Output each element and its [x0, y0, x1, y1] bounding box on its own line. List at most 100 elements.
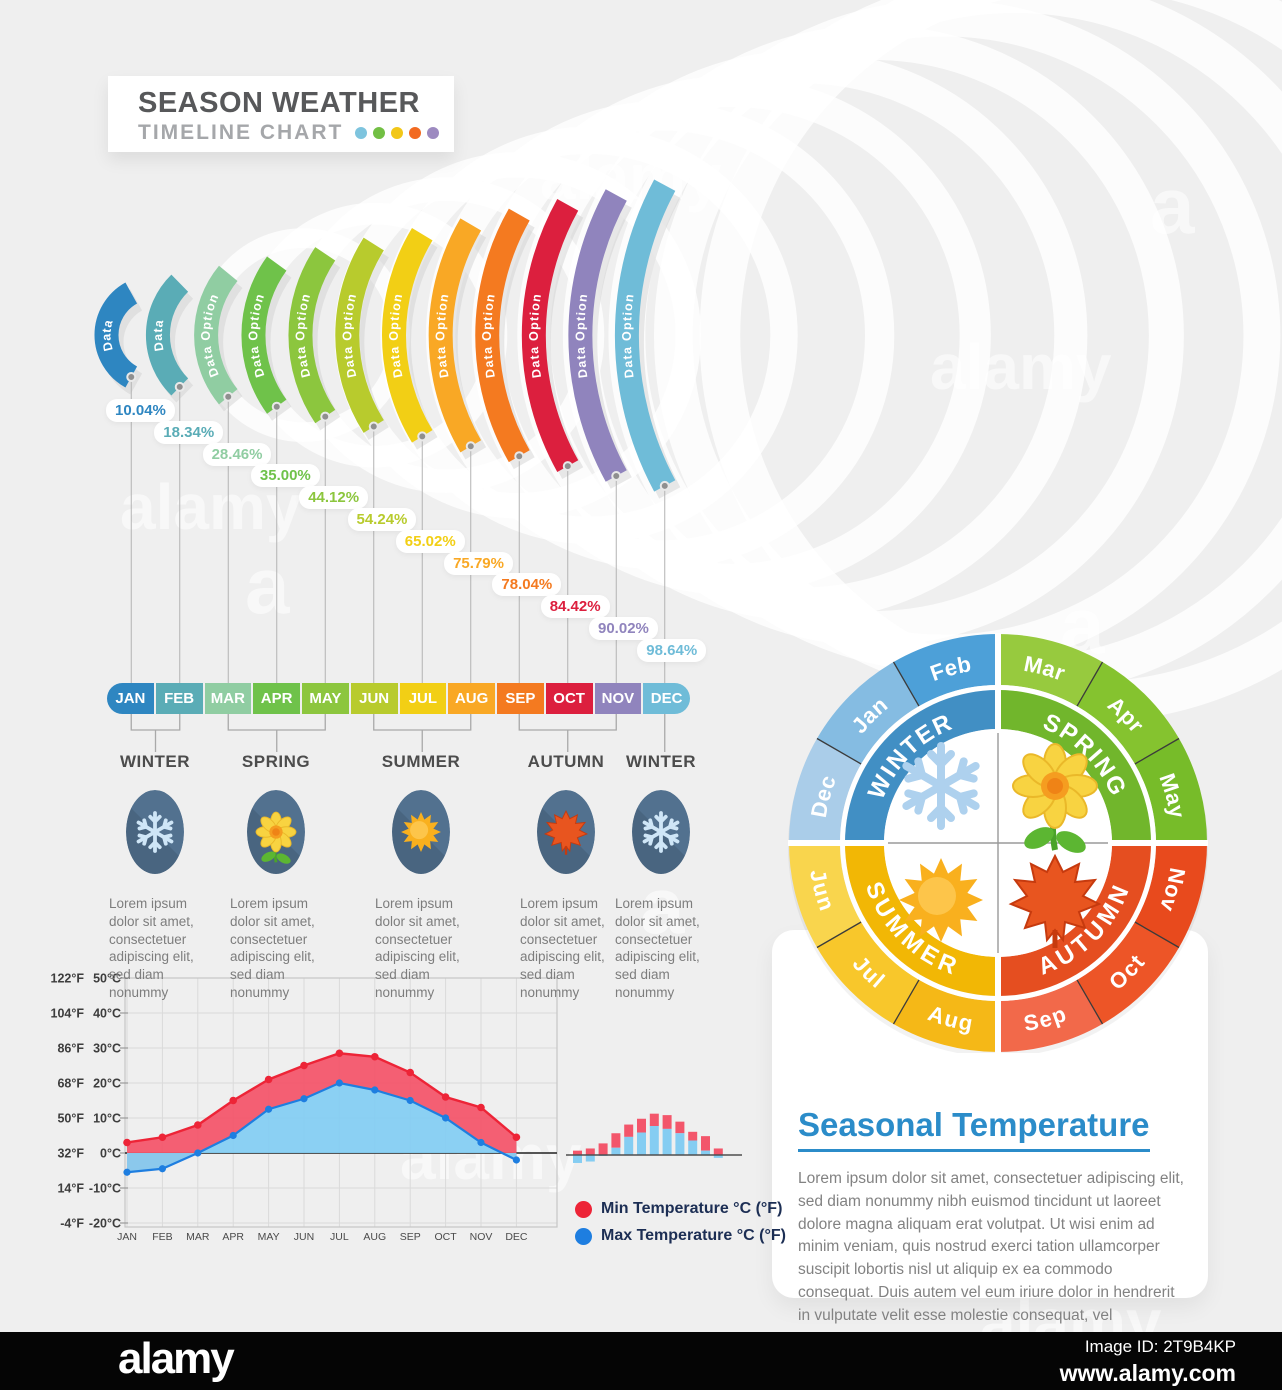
- timeline-arc-band: [194, 265, 238, 405]
- mini-bar-red: [598, 1143, 608, 1155]
- wheel-month-segment-oct: [1077, 922, 1179, 1024]
- month-tick-label: AUG: [363, 1231, 386, 1243]
- timeline-arc-band: [568, 189, 627, 482]
- season-description: Lorem ipsum dolor sit amet, consectetuer…: [375, 896, 460, 1001]
- month-cell-aug: AUG: [448, 683, 495, 714]
- arc-label: Data Option: [527, 292, 544, 379]
- month-label: JUN: [359, 690, 390, 707]
- mini-bar-red: [649, 1113, 659, 1126]
- page-subtitle: TIMELINE CHART: [138, 121, 344, 144]
- season-name: AUTUMN: [527, 752, 605, 771]
- tick-dot: [465, 441, 476, 452]
- tick-dot: [320, 411, 331, 422]
- fahrenheit-tick-label: 32°F: [57, 1147, 84, 1161]
- max-temp-point: [512, 1156, 521, 1164]
- alamy-url-text: www.alamy.com: [1059, 1360, 1236, 1386]
- season-name: WINTER: [625, 752, 697, 771]
- flower-icon: [1012, 743, 1098, 853]
- month-tick-label: OCT: [435, 1231, 458, 1243]
- month-cell-mar: MAR: [204, 683, 252, 714]
- min-temp-point: [194, 1121, 202, 1129]
- max-temp-point: [158, 1165, 166, 1173]
- season-description: Lorem ipsum dolor sit amet, consectetuer…: [520, 896, 605, 1001]
- mini-bar-red: [573, 1150, 582, 1155]
- fahrenheit-tick-label: 50°F: [57, 1112, 84, 1126]
- celsius-tick-label: 30°C: [93, 1042, 121, 1056]
- season-icon-badge: [126, 790, 184, 874]
- mini-bar-red: [713, 1148, 723, 1155]
- min-temp-area: [127, 1053, 517, 1173]
- tick-dot: [271, 401, 282, 412]
- timeline-arcs: [94, 179, 676, 492]
- timeline-arc-band: [335, 237, 384, 433]
- celsius-tick-label: -20°C: [89, 1217, 121, 1231]
- wheel-month-segment-mar: [998, 634, 1103, 707]
- title-color-dots: [355, 127, 440, 139]
- month-cell-apr: APR: [253, 683, 300, 714]
- month-strip: JAN FEB MAR APR MAY JUN JUL AUG SEP OCT NOV DEC: [107, 683, 690, 714]
- arc-label: Data: [151, 318, 167, 352]
- wheel-season-segment-autumn: [998, 843, 1151, 996]
- badge-color-dot: [427, 127, 440, 139]
- celsius-tick-label: -10°C: [89, 1182, 121, 1196]
- season-column-winter-0: WINTER Lorem ipsum dolor sit amet, consec…: [97, 752, 213, 1002]
- min-temp-point: [300, 1061, 308, 1070]
- min-temperature-legend-dot: [575, 1200, 592, 1218]
- badge-color-dot: [409, 127, 422, 139]
- wheel-month-segment-nov: [1134, 843, 1207, 948]
- month-label: MAY: [309, 690, 342, 707]
- arc-label: Data Option: [293, 291, 313, 379]
- wheel-month-segment-jul: [817, 922, 919, 1024]
- legend-item: Min Temperature °C (°F): [575, 1200, 786, 1218]
- percentage-label: 75.79%: [444, 551, 513, 575]
- month-tick-label: DEC: [505, 1231, 528, 1243]
- mini-bar-red: [688, 1131, 698, 1141]
- tick-dot: [174, 381, 185, 392]
- tick-dot: [223, 391, 234, 402]
- wheel-season-segment-spring: [998, 690, 1151, 843]
- mini-bar-red: [675, 1121, 685, 1134]
- wheel-month-segment-jun: [789, 843, 862, 948]
- timeline-arc-band: [94, 282, 138, 388]
- mini-bar-red: [611, 1133, 621, 1148]
- arc-label: Data Option: [573, 292, 590, 379]
- month-cell-oct: OCT: [545, 683, 593, 714]
- mini-bar-red: [585, 1148, 595, 1155]
- mini-bar-blue: [662, 1128, 672, 1155]
- arc-label: Data Option: [246, 291, 267, 379]
- arc-label: Data Option: [434, 292, 452, 379]
- max-temp-point: [229, 1131, 237, 1140]
- snowflake-icon: [642, 811, 680, 853]
- percentage-label: 90.02%: [589, 617, 658, 640]
- season-icon-badge: [247, 790, 305, 874]
- month-tick-label: MAR: [186, 1231, 210, 1243]
- arc-labels: Data Data Data Option Data Option Data Optio…: [99, 291, 635, 379]
- max-temperature-legend-label: Max Temperature °C (°F): [601, 1227, 786, 1244]
- tick-dot: [126, 372, 137, 382]
- season-icon-badge: [392, 790, 450, 874]
- footer-bar: alamy Image ID: 2T9B4KP www.alamy.com: [0, 1332, 1282, 1390]
- max-temperature-legend-dot: [575, 1227, 592, 1245]
- arc-label: Data Option: [199, 291, 222, 379]
- mini-bar-blue: [688, 1140, 698, 1155]
- month-cell-jan: JAN: [107, 683, 154, 714]
- mini-bar-blue: [713, 1155, 723, 1158]
- temperature-axis-labels: 122°F 104°F 86°F 68°F 50°F 32°F 14°F -4°F 50°C 40…: [51, 972, 528, 1244]
- month-label: OCT: [553, 690, 585, 707]
- percentage-label: 78.04%: [492, 573, 562, 597]
- timeline-arc-band: [428, 218, 482, 453]
- mini-bar-red: [701, 1136, 710, 1151]
- wheel-month-ring: [789, 634, 1207, 1052]
- season-name: SUMMER: [381, 752, 461, 771]
- season-brackets: [130, 714, 666, 752]
- season-description: Lorem ipsum dolor sit amet, consectetuer…: [230, 896, 315, 1001]
- badge-color-dot: [373, 127, 386, 139]
- connector-lines: [126, 372, 670, 683]
- season-name: SPRING: [241, 752, 311, 771]
- month-tick-label: APR: [222, 1231, 244, 1243]
- mini-bar-blue: [637, 1132, 646, 1155]
- wheel-month-segment-apr: [1077, 662, 1179, 764]
- tick-dot: [514, 451, 525, 462]
- arc-label: Data: [99, 317, 115, 352]
